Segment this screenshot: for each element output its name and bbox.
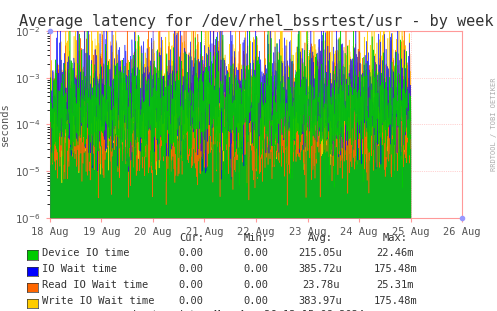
Text: IO Wait time: IO Wait time — [42, 264, 117, 274]
Text: 175.48m: 175.48m — [373, 264, 417, 274]
Text: 385.72u: 385.72u — [299, 264, 342, 274]
Text: 175.48m: 175.48m — [373, 296, 417, 306]
Text: Write IO Wait time: Write IO Wait time — [42, 296, 155, 306]
Text: 0.00: 0.00 — [244, 264, 268, 274]
Text: Device IO time: Device IO time — [42, 248, 130, 258]
Text: Read IO Wait time: Read IO Wait time — [42, 280, 149, 290]
Text: RRDTOOL / TOBI OETIKER: RRDTOOL / TOBI OETIKER — [491, 78, 497, 171]
Text: 23.78u: 23.78u — [302, 280, 339, 290]
Text: 0.00: 0.00 — [179, 248, 204, 258]
Text: 25.31m: 25.31m — [376, 280, 414, 290]
Text: 0.00: 0.00 — [179, 296, 204, 306]
Text: Min:: Min: — [244, 233, 268, 243]
Text: 0.00: 0.00 — [244, 280, 268, 290]
Text: 0.00: 0.00 — [244, 248, 268, 258]
Text: 215.05u: 215.05u — [299, 248, 342, 258]
Text: 0.00: 0.00 — [179, 280, 204, 290]
Text: 0.00: 0.00 — [179, 264, 204, 274]
Text: Cur:: Cur: — [179, 233, 204, 243]
Text: 0.00: 0.00 — [244, 296, 268, 306]
Text: 22.46m: 22.46m — [376, 248, 414, 258]
Text: Avg:: Avg: — [308, 233, 333, 243]
Y-axis label: seconds: seconds — [0, 103, 9, 146]
Text: 383.97u: 383.97u — [299, 296, 342, 306]
Text: Max:: Max: — [383, 233, 408, 243]
Text: Last update: Mon Aug 26 13:15:08 2024: Last update: Mon Aug 26 13:15:08 2024 — [133, 310, 364, 311]
Title: Average latency for /dev/rhel_bssrtest/usr - by week: Average latency for /dev/rhel_bssrtest/u… — [19, 14, 493, 30]
